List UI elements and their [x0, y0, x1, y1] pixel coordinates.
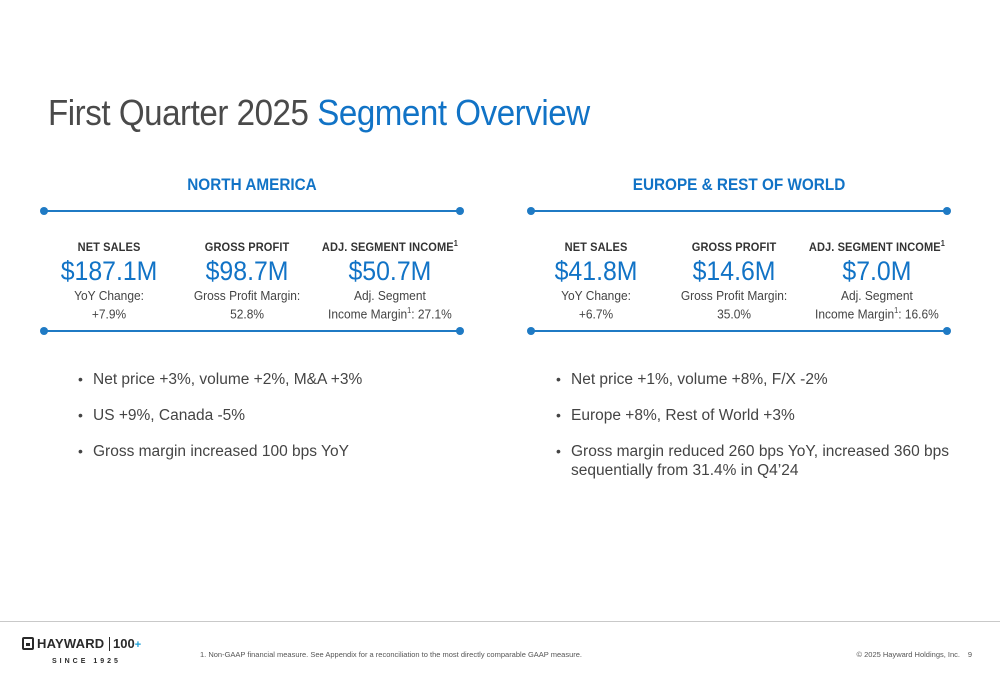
metric-value: $187.1M — [60, 256, 158, 286]
list-item: • US +9%, Canada -5% — [78, 407, 246, 424]
page-number: 9 — [967, 650, 972, 659]
metric-value: $98.7M — [205, 256, 289, 286]
segment-header: EUROPE & REST OF WORLD — [632, 175, 846, 194]
metric-sub-line1: Adj. Segment — [841, 288, 913, 303]
segment-europe-row: EUROPE & REST OF WORLD NET SALES $41.8M … — [527, 170, 951, 335]
divider-top — [40, 207, 464, 215]
list-item: • Europe +8%, Rest of World +3% — [556, 407, 795, 424]
bullet-icon: • — [78, 371, 83, 387]
hayward-logo: HAYWARD 100+ SINCE 1925 — [22, 636, 141, 672]
bullet-icon: • — [556, 371, 561, 387]
europe-row-bullets: • Net price +1%, volume +8%, F/X -2% • Eur… — [556, 370, 956, 497]
footer-divider — [0, 621, 1000, 622]
page-title-main: First Quarter 2025 — [48, 92, 309, 133]
metrics-row: NET SALES $187.1M YoY Change: +7.9% GROS… — [40, 236, 464, 321]
metric-sub-line1: Gross Profit Margin: — [680, 288, 788, 303]
bullet-icon: • — [78, 407, 83, 423]
list-item: • Net price +1%, volume +8%, F/X -2% — [556, 371, 828, 388]
metric-sub-line1: Adj. Segment — [354, 288, 426, 303]
north-america-bullets: • Net price +3%, volume +2%, M&A +3% • US … — [78, 370, 498, 478]
bullet-icon: • — [78, 443, 83, 459]
divider-top — [527, 207, 951, 215]
metric-sub-line2: +6.7% — [578, 306, 614, 322]
bullet-icon: • — [556, 407, 561, 423]
list-item: • Gross margin reduced 260 bps YoY, incre… — [556, 443, 949, 479]
logo-since: SINCE 1925 — [52, 658, 121, 665]
metric-label: NET SALES — [77, 240, 141, 254]
divider-bottom — [527, 327, 951, 335]
metric-value: $14.6M — [692, 256, 776, 286]
metrics-row: NET SALES $41.8M YoY Change: +6.7% GROSS… — [527, 236, 951, 321]
metric-sub-line1: YoY Change: — [561, 288, 631, 303]
list-item: • Net price +3%, volume +2%, M&A +3% — [78, 371, 363, 388]
footnote: 1. Non-GAAP financial measure. See Appen… — [200, 650, 583, 659]
bullet-icon: • — [556, 443, 561, 459]
hayward-h-icon — [22, 637, 34, 650]
metric-sub-line2: Income Margin1: 16.6% — [815, 306, 939, 322]
list-item: • Gross margin increased 100 bps YoY — [78, 443, 349, 460]
metric-label: ADJ. SEGMENT INCOME1 — [809, 239, 946, 254]
metric-label: GROSS PROFIT — [691, 240, 777, 254]
metric-label: ADJ. SEGMENT INCOME1 — [322, 239, 459, 254]
metric-adj-segment-income: ADJ. SEGMENT INCOME1 $50.7M Adj. Segment… — [316, 236, 464, 321]
segment-north-america: NORTH AMERICA NET SALES $187.1M YoY Chan… — [40, 170, 464, 335]
metric-sub-line2: 35.0% — [717, 306, 752, 322]
metric-value: $50.7M — [348, 256, 432, 286]
metric-value: $7.0M — [842, 256, 912, 286]
metric-value: $41.8M — [554, 256, 638, 286]
metric-sub-line1: YoY Change: — [74, 288, 144, 303]
metric-net-sales: NET SALES $41.8M YoY Change: +6.7% — [527, 236, 665, 321]
metric-gross-profit: GROSS PROFIT $98.7M Gross Profit Margin:… — [178, 236, 316, 321]
metric-sub-line2: 52.8% — [230, 306, 265, 322]
logo-100: 100+ — [113, 636, 142, 651]
metric-label: NET SALES — [564, 240, 628, 254]
metric-net-sales: NET SALES $187.1M YoY Change: +7.9% — [40, 236, 178, 321]
metric-sub-line1: Gross Profit Margin: — [193, 288, 301, 303]
metric-adj-segment-income: ADJ. SEGMENT INCOME1 $7.0M Adj. Segment … — [803, 236, 951, 321]
page-title-accent: Segment Overview — [317, 92, 590, 133]
page-title: First Quarter 2025 Segment Overview — [48, 92, 590, 134]
logo-wordmark: HAYWARD — [37, 636, 105, 651]
segment-header: NORTH AMERICA — [187, 175, 317, 194]
logo-separator — [109, 637, 110, 651]
metric-sub-line2: +7.9% — [91, 306, 127, 322]
metric-label: GROSS PROFIT — [204, 240, 290, 254]
divider-bottom — [40, 327, 464, 335]
metric-sub-line2: Income Margin1: 27.1% — [328, 306, 452, 322]
copyright: © 2025 Hayward Holdings, Inc. — [856, 650, 961, 659]
metric-gross-profit: GROSS PROFIT $14.6M Gross Profit Margin:… — [665, 236, 803, 321]
